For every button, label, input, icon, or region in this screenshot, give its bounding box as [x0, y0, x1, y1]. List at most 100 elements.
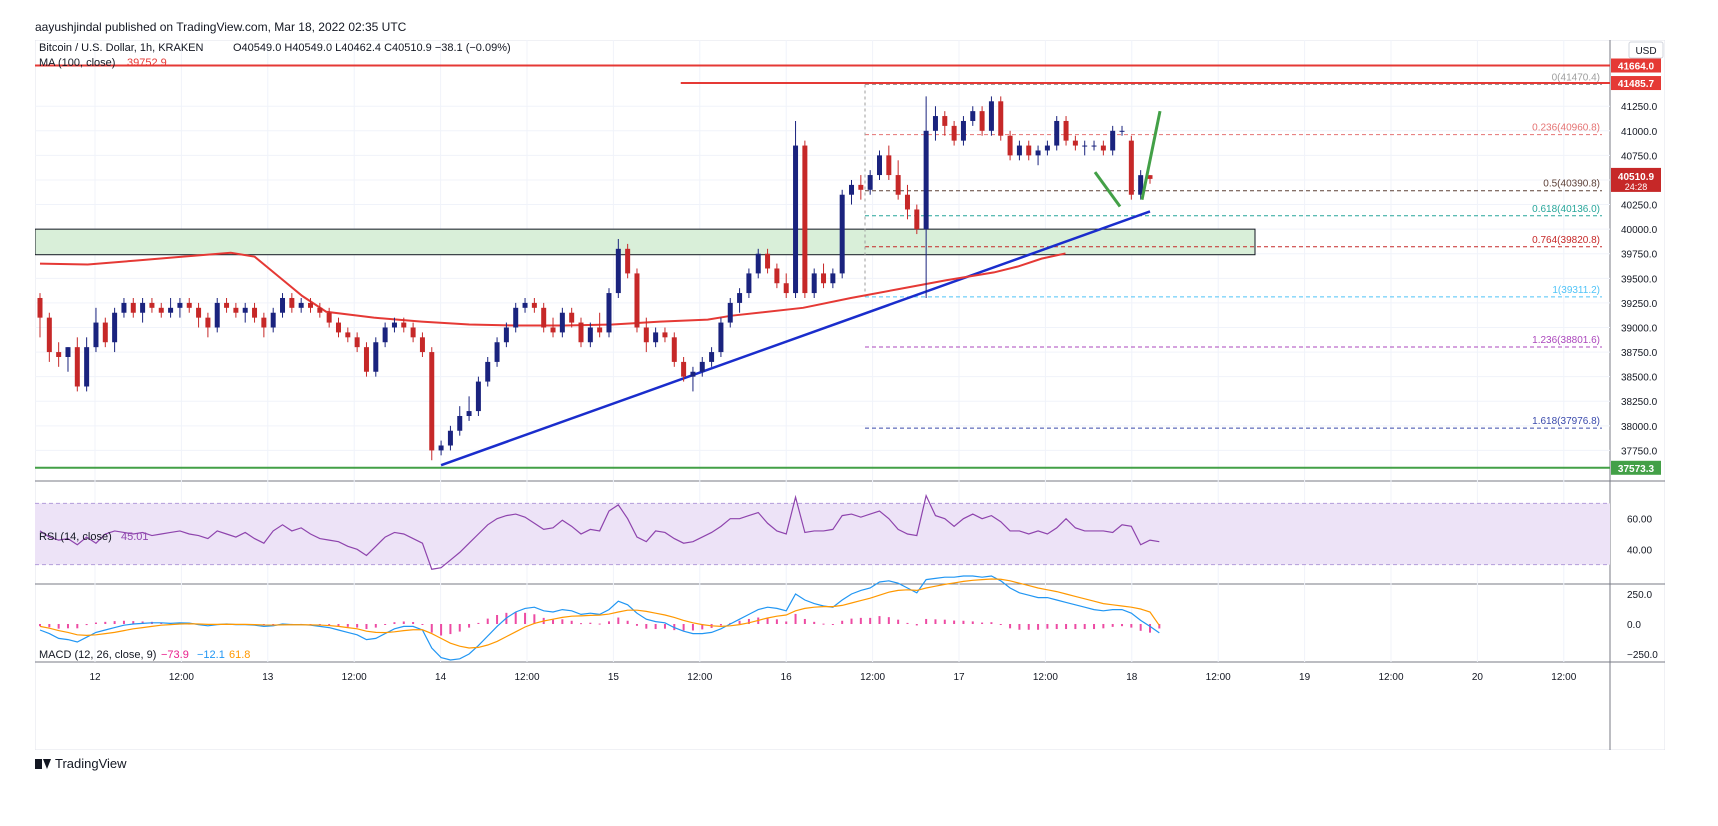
candle-body — [1091, 145, 1097, 147]
macd-hist-bar — [1093, 624, 1096, 630]
macd-hist-bar — [719, 624, 722, 626]
candle-body — [550, 327, 556, 333]
candle-body — [475, 381, 481, 412]
candle-body — [606, 293, 612, 333]
macd-hist-bar — [122, 620, 125, 624]
macd-hist-bar — [934, 619, 937, 624]
candle-body — [849, 184, 855, 195]
tradingview-logo-icon — [35, 758, 51, 769]
macd-hist-bar — [645, 624, 648, 629]
rsi-pane — [35, 493, 1610, 570]
candle-body — [280, 297, 286, 313]
rising-trendline — [440, 210, 1151, 467]
macd-hist-bar — [1018, 624, 1021, 630]
candle-body — [653, 332, 659, 343]
projection-up-stroke — [1140, 110, 1162, 200]
macd-hist-bar — [915, 624, 918, 626]
macd-hist-bar — [971, 621, 974, 624]
macd-hist-bar — [449, 624, 452, 635]
x-tick-label: 12:00 — [514, 672, 539, 683]
currency-box[interactable] — [1628, 41, 1664, 59]
candle-body — [308, 302, 314, 308]
candle-body — [1100, 145, 1106, 151]
x-tick-label: 12:00 — [1551, 672, 1576, 683]
candle-body — [718, 322, 724, 353]
y-tick-label: 40000.0 — [1621, 225, 1658, 236]
macd-hist-bar — [384, 624, 387, 625]
macd-hist-bar — [981, 622, 984, 624]
candle-body — [429, 352, 435, 451]
macd-hist-bar — [430, 624, 433, 633]
macd-hist-bar — [1130, 624, 1133, 628]
candle-body — [56, 352, 62, 357]
candle-body — [93, 322, 99, 348]
legend-ohlc: O40549.0 H40549.0 L40462.4 C40510.9 −38.… — [233, 42, 511, 54]
y-tick-label: 41000.0 — [1621, 127, 1658, 138]
macd-hist-bar — [1083, 624, 1086, 630]
candle-body — [988, 101, 994, 131]
candle-body — [1119, 130, 1125, 132]
legend-ma-label: MA (100, close) — [39, 57, 115, 69]
x-tick-label: 12:00 — [1206, 672, 1231, 683]
candle-body — [298, 302, 304, 308]
y-tick-label: 40250.0 — [1621, 201, 1658, 212]
macd-hist-bar — [48, 624, 51, 628]
x-tick-label: 13 — [262, 672, 274, 683]
macd-hist-bar — [906, 622, 909, 624]
x-tick-label: 12:00 — [1033, 672, 1058, 683]
candle-body — [158, 307, 164, 313]
candle-body — [923, 130, 929, 230]
support-37573-tag — [1611, 460, 1661, 475]
candle-body — [1138, 175, 1144, 195]
y-tick-label: 38500.0 — [1621, 373, 1658, 384]
candle-body — [205, 317, 211, 328]
currency-label: USD — [1635, 46, 1656, 57]
macd-hist-bar — [953, 620, 956, 624]
candle-body — [895, 175, 901, 195]
macd-hist-bar — [859, 617, 862, 624]
footer: TradingView — [35, 756, 127, 771]
candle-body — [345, 332, 351, 338]
macd-hist-bar — [580, 623, 583, 625]
candle-body — [196, 307, 202, 318]
candle-body — [233, 307, 239, 313]
macd-hist-bar — [1111, 624, 1114, 627]
macd-hist-bar — [1158, 624, 1161, 629]
signal-line — [39, 578, 1160, 649]
chart-frame[interactable]: 0(41470.4) 0.236(40960.8) 0.5(40390.8) 0.61… — [34, 39, 1666, 751]
x-tick-label: 20 — [1472, 672, 1484, 683]
macd-hist-bar — [1037, 624, 1040, 630]
price-pane: 0(41470.4) 0.236(40960.8) 0.5(40390.8) 0.61… — [34, 64, 1610, 469]
candle-body — [382, 327, 388, 343]
macd-hist-bar — [869, 617, 872, 624]
macd-hist-bar — [887, 617, 890, 624]
macd-hist-bar — [477, 622, 480, 624]
price-chart[interactable]: 0(41470.4) 0.236(40960.8) 0.5(40390.8) 0.61… — [34, 39, 1666, 751]
candle-body — [513, 307, 519, 328]
chart-border — [34, 39, 1666, 751]
candle-body — [391, 322, 397, 328]
support-37573-tag-label: 37573.3 — [1618, 464, 1655, 475]
candle-body — [932, 116, 938, 131]
candle-body — [597, 327, 603, 333]
macd-hist-bar — [66, 624, 69, 629]
candle-body — [410, 327, 416, 338]
rsi-band — [35, 503, 1610, 565]
candle-body — [587, 327, 593, 343]
macd-hist-bar — [850, 618, 853, 624]
rsi-tick-label: 60.00 — [1627, 515, 1652, 526]
rsi-label: RSI (14, close) — [39, 531, 112, 543]
candle-body — [942, 116, 948, 126]
fib-level-label: 1.618(37976.8) — [1532, 416, 1600, 427]
projection-down-stroke — [1093, 171, 1122, 208]
candle-body — [839, 194, 845, 274]
macd-hist-bar — [831, 624, 834, 625]
candle-body — [354, 337, 360, 348]
candle-body — [84, 347, 90, 387]
candle-body — [485, 361, 491, 382]
macd-hist-bar — [365, 624, 368, 630]
candle-body — [224, 302, 230, 308]
macd-tick-label: −250.0 — [1627, 650, 1658, 661]
candle-body — [1063, 120, 1069, 141]
macd-hist-bar — [775, 619, 778, 624]
